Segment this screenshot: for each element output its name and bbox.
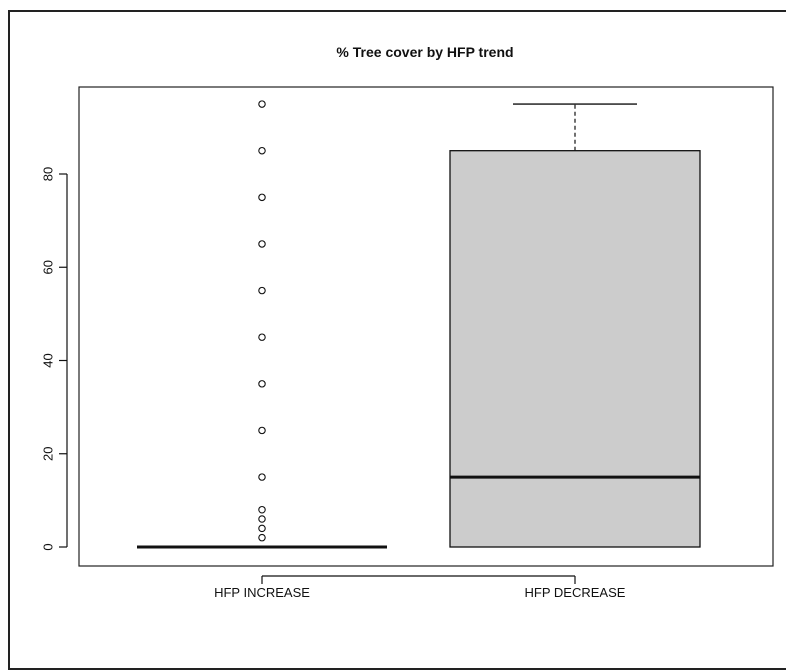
outlier-point — [258, 505, 266, 514]
outlier-point — [258, 240, 266, 248]
box-group — [449, 103, 701, 548]
boxplot-chart: % Tree cover by HFP trend 0 20 40 60 80 HFP … — [40, 44, 774, 600]
outlier-point — [258, 100, 266, 108]
x-axis: HFP INCREASE HFP DECREASE — [214, 575, 626, 600]
outlier-point — [258, 426, 266, 435]
y-tick-label: 60 — [40, 260, 55, 274]
y-tick-label: 80 — [40, 167, 55, 181]
outlier-point — [258, 524, 266, 533]
y-tick-label: 0 — [40, 543, 55, 550]
chart-title: % Tree cover by HFP trend — [336, 44, 513, 60]
x-tick-label: HFP DECREASE — [525, 585, 626, 600]
outlier-point — [258, 333, 266, 341]
x-tick-label: HFP INCREASE — [214, 585, 310, 600]
outlier-point — [258, 286, 266, 295]
outlier-point — [258, 515, 266, 523]
outlier-point — [258, 193, 266, 202]
plot-area-border — [78, 86, 774, 567]
outlier-point — [258, 146, 266, 155]
boxes — [137, 100, 701, 549]
y-tick-label: 20 — [40, 447, 55, 461]
outlier-point — [258, 380, 266, 388]
y-axis: 0 20 40 60 80 — [40, 167, 68, 551]
y-tick-label: 40 — [40, 353, 55, 367]
outlier-point — [258, 533, 266, 542]
outlier-point — [258, 473, 266, 481]
box-group — [137, 100, 387, 549]
box-iqr — [449, 150, 701, 548]
